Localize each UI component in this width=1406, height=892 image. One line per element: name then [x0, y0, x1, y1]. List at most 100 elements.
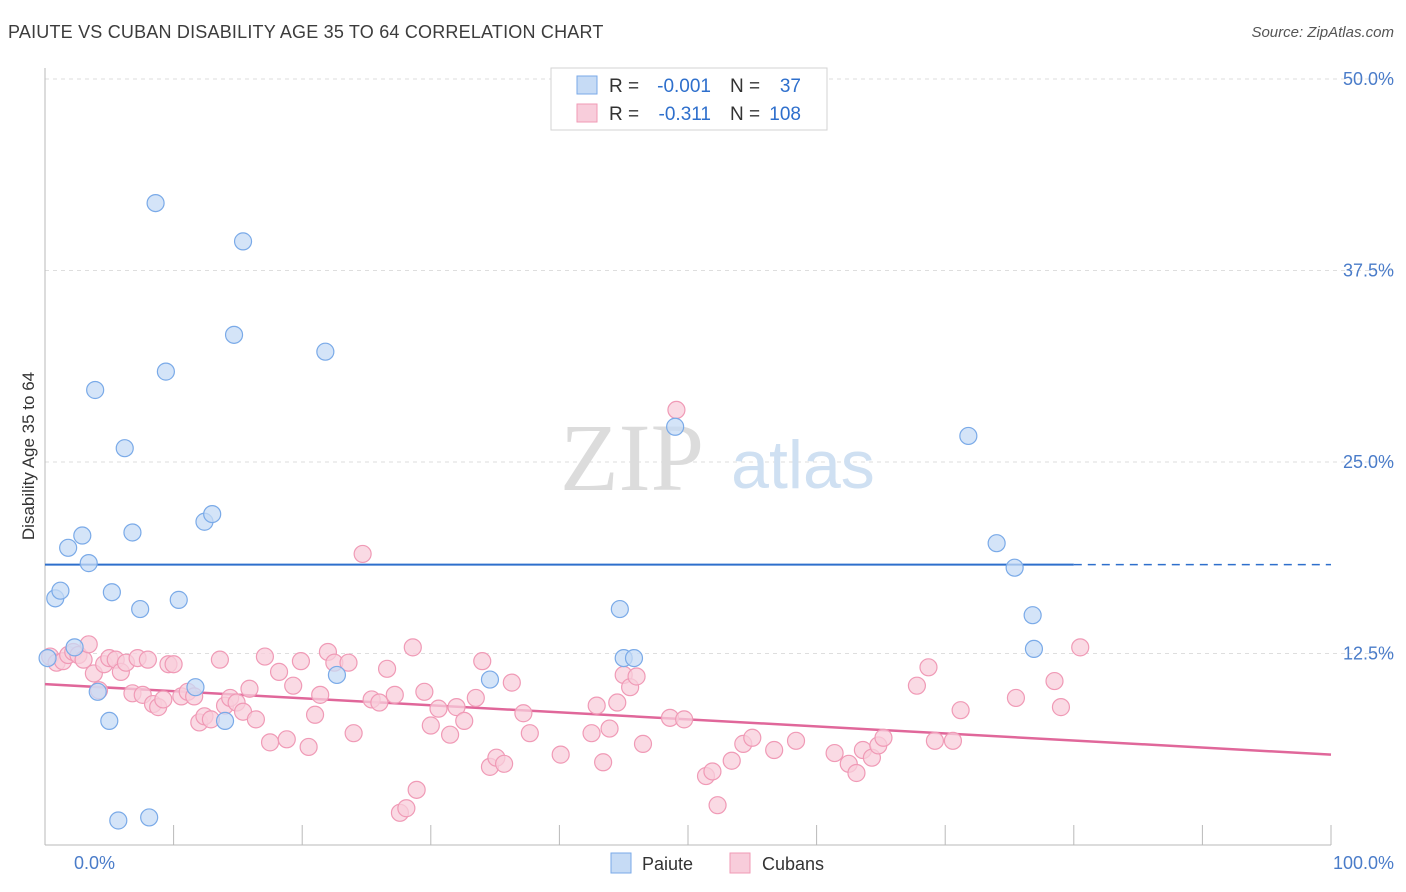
cubans-point-109: [1045, 671, 1064, 691]
stats-legend: R = -0.001 N = 37 R = -0.311 N = 108: [550, 67, 828, 131]
cubans-point-41: [284, 676, 303, 695]
cubans-point-100: [874, 728, 893, 747]
cubans-point-75: [587, 696, 606, 715]
cubans-point-21: [154, 690, 173, 709]
cubans-point-52: [370, 693, 389, 712]
cubans-point-102: [919, 658, 938, 677]
cubans-point-37: [255, 647, 275, 666]
cubans-r-label: R =: [609, 104, 639, 125]
cubans-point-91: [743, 728, 762, 747]
paiute-point-2: [51, 581, 70, 600]
paiute-n-value: 37: [780, 76, 801, 97]
cubans-point-92: [765, 740, 784, 760]
cubans-point-36: [246, 710, 266, 729]
paiute-point-17: [156, 362, 175, 381]
paiute-point-19: [186, 678, 205, 697]
paiute-point-7: [86, 380, 105, 400]
paiute-point-13: [123, 523, 142, 542]
paiute-point-9: [100, 711, 119, 731]
cubans-point-76: [594, 753, 613, 772]
paiute-point-14: [131, 599, 150, 619]
paiute-point-18: [169, 590, 188, 609]
grid-lines: [45, 78, 1393, 654]
cubans-point-104: [943, 731, 963, 750]
paiute-r-value: -0.001: [657, 76, 711, 97]
cubans-points: [41, 400, 1090, 822]
paiute-point-11: [109, 811, 128, 830]
cubans-point-89: [722, 751, 741, 770]
cubans-point-50: [353, 544, 372, 564]
paiute-point-31: [666, 417, 685, 436]
cubans-point-54: [385, 685, 404, 704]
cubans-point-59: [415, 682, 434, 701]
cubans-n-label: N =: [730, 104, 760, 125]
x-ticks: [44, 825, 1332, 845]
watermark: ZIP atlas: [560, 404, 875, 511]
cubans-point-63: [447, 698, 466, 717]
cubans-point-44: [305, 705, 325, 724]
cubans-point-61: [429, 699, 448, 718]
y-tick-label-3: 50.0%: [1343, 69, 1394, 89]
cubans-point-74: [582, 724, 601, 743]
cubans-point-81: [627, 667, 646, 686]
paiute-point-12: [115, 439, 134, 458]
cubans-point-64: [455, 711, 474, 731]
cubans-point-78: [608, 693, 627, 712]
paiute-point-36: [1024, 639, 1044, 659]
cubans-point-69: [495, 754, 514, 773]
paiute-points: [38, 193, 1044, 830]
cubans-point-65: [466, 688, 485, 708]
cubans-point-45: [311, 685, 330, 704]
cubans-point-49: [344, 724, 363, 743]
paiute-point-5: [73, 526, 92, 545]
legend-cubans-icon: [729, 852, 751, 874]
paiute-point-21: [203, 504, 222, 524]
cubans-point-77: [600, 719, 619, 738]
cubans-point-38: [260, 733, 280, 752]
cubans-point-40: [277, 730, 296, 749]
paiute-n-label: N =: [730, 76, 760, 97]
cubans-point-87: [703, 762, 722, 781]
cubans-point-103: [925, 731, 945, 750]
legend-paiute-label: Paiute: [642, 854, 693, 874]
cubans-point-42: [291, 652, 311, 671]
cubans-point-18: [138, 650, 157, 669]
paiute-point-3: [59, 538, 78, 557]
cubans-point-62: [440, 725, 460, 744]
cubans-point-57: [403, 638, 422, 657]
cubans-point-107: [1051, 698, 1071, 717]
cubans-point-30: [210, 650, 229, 669]
legend-cubans-label: Cubans: [762, 854, 824, 874]
cubans-point-88: [708, 796, 727, 815]
cubans-point-93: [786, 731, 806, 750]
cubans-point-108: [1071, 638, 1090, 657]
cubans-swatch-icon: [576, 103, 598, 123]
cubans-n-value: 108: [769, 104, 801, 125]
cubans-point-101: [907, 676, 927, 695]
paiute-point-15: [140, 808, 159, 827]
y-axis-title: Disability Age 35 to 64: [19, 372, 38, 540]
y-tick-label-2: 37.5%: [1343, 261, 1394, 281]
cubans-point-43: [299, 737, 318, 757]
paiute-point-8: [88, 682, 107, 701]
paiute-swatch-icon: [576, 75, 598, 95]
paiute-point-16: [146, 193, 165, 213]
paiute-point-33: [987, 534, 1006, 553]
cubans-point-39: [269, 662, 289, 681]
paiute-point-26: [327, 665, 347, 685]
paiute-point-4: [65, 638, 84, 657]
watermark-atlas: atlas: [731, 427, 875, 503]
cubans-point-23: [164, 655, 183, 674]
paiute-point-32: [959, 426, 978, 446]
cubans-point-56: [397, 799, 416, 818]
cubans-point-58: [407, 780, 426, 799]
paiute-point-6: [79, 554, 98, 573]
cubans-point-105: [951, 701, 970, 720]
paiute-point-25: [316, 342, 335, 361]
cubans-point-106: [1006, 688, 1026, 708]
paiute-point-24: [233, 232, 253, 251]
cubans-point-53: [377, 659, 397, 678]
chart-title: PAIUTE VS CUBAN DISABILITY AGE 35 TO 64 …: [8, 22, 604, 42]
paiute-point-30: [624, 648, 644, 668]
